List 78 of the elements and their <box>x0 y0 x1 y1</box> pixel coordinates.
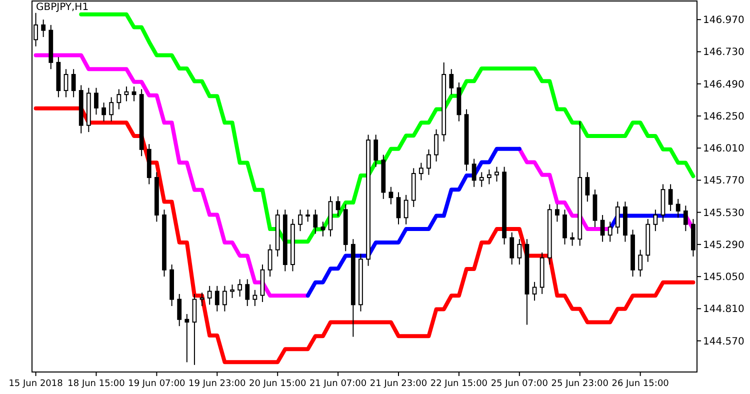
candlestick <box>132 86 136 102</box>
candlestick <box>418 162 424 181</box>
x-tick-label: 25 Jun 23:00 <box>551 379 609 389</box>
candlestick <box>298 209 302 232</box>
candlestick <box>510 232 514 266</box>
candlestick <box>124 86 129 102</box>
candlestick <box>479 172 484 188</box>
candlestick <box>184 314 190 363</box>
y-tick-label: 146.730 <box>703 47 744 58</box>
candlestick <box>64 68 68 98</box>
candlestick <box>638 249 643 278</box>
y-tick-label: 145.290 <box>703 240 744 251</box>
line-series <box>79 12 696 244</box>
candlestick <box>320 221 326 237</box>
candlestick <box>177 293 182 327</box>
candlestick <box>214 285 220 312</box>
x-tick-label: 15 Jun 2018 <box>8 379 64 389</box>
candlestick <box>562 209 567 245</box>
candlestick <box>306 209 310 222</box>
y-tick-label: 145.530 <box>703 208 744 219</box>
candlestick <box>252 289 258 307</box>
candlestick <box>41 19 46 38</box>
x-tick-label: 25 Jun 07:00 <box>490 379 548 389</box>
candlestick <box>668 184 673 212</box>
x-tick-label: 22 Jun 15:00 <box>430 379 488 389</box>
candlestick <box>555 204 560 222</box>
candlestick <box>102 102 106 122</box>
y-tick-label: 145.770 <box>703 176 744 187</box>
candlestick <box>71 68 76 98</box>
y-tick-label: 144.570 <box>703 336 744 348</box>
candlestick <box>268 244 272 278</box>
candlestick <box>434 128 438 162</box>
y-tick-label: 146.010 <box>703 144 744 155</box>
candlestick <box>374 134 378 168</box>
candlestick <box>230 284 234 298</box>
y-tick-label: 146.250 <box>703 111 744 122</box>
candlestick <box>585 172 590 202</box>
candlestick <box>676 198 680 218</box>
candlestick <box>472 158 476 188</box>
candlestick <box>336 196 340 217</box>
candlestick <box>449 68 454 96</box>
candlestick <box>532 281 537 302</box>
candlestick <box>207 285 212 306</box>
y-tick-label: 146.490 <box>703 79 744 90</box>
candlestick <box>570 232 575 246</box>
chart-title: GBPJPY,H1 <box>36 2 89 13</box>
candlestick <box>116 88 122 110</box>
line-series <box>34 106 696 364</box>
candlestick <box>600 214 605 242</box>
candlestick <box>683 205 688 232</box>
candlestick <box>517 238 522 266</box>
candlestick <box>404 194 408 225</box>
y-tick-label: 146.970 <box>703 15 744 26</box>
candlestick <box>615 201 620 234</box>
candlestick <box>94 87 98 116</box>
candlestick <box>388 186 394 205</box>
candlestick <box>313 209 318 234</box>
candlestick <box>486 169 492 185</box>
candlestick <box>192 293 197 366</box>
candlestick <box>653 209 658 232</box>
candlestick <box>109 96 114 122</box>
x-tick-label: 21 Jun 07:00 <box>309 379 367 389</box>
candlestick <box>245 278 250 307</box>
candlestick <box>494 166 499 182</box>
candlestick <box>426 148 431 176</box>
candlestick <box>396 192 401 225</box>
x-tick-label: 21 Jun 23:00 <box>370 379 428 389</box>
candlestick <box>222 285 227 312</box>
x-tick-label: 19 Jun 07:00 <box>128 379 186 389</box>
candlestick <box>608 221 612 242</box>
x-tick-label: 19 Jun 23:00 <box>188 379 246 389</box>
candlestick <box>200 292 204 307</box>
x-tick-label: 20 Jun 15:00 <box>249 379 306 389</box>
y-tick-label: 144.810 <box>703 304 744 316</box>
y-tick-label: 145.050 <box>703 272 744 284</box>
x-tick-label: 26 Jun 15:00 <box>612 379 670 389</box>
x-tick-label: 18 Jun 15:00 <box>68 379 126 389</box>
candlestick <box>238 278 242 298</box>
